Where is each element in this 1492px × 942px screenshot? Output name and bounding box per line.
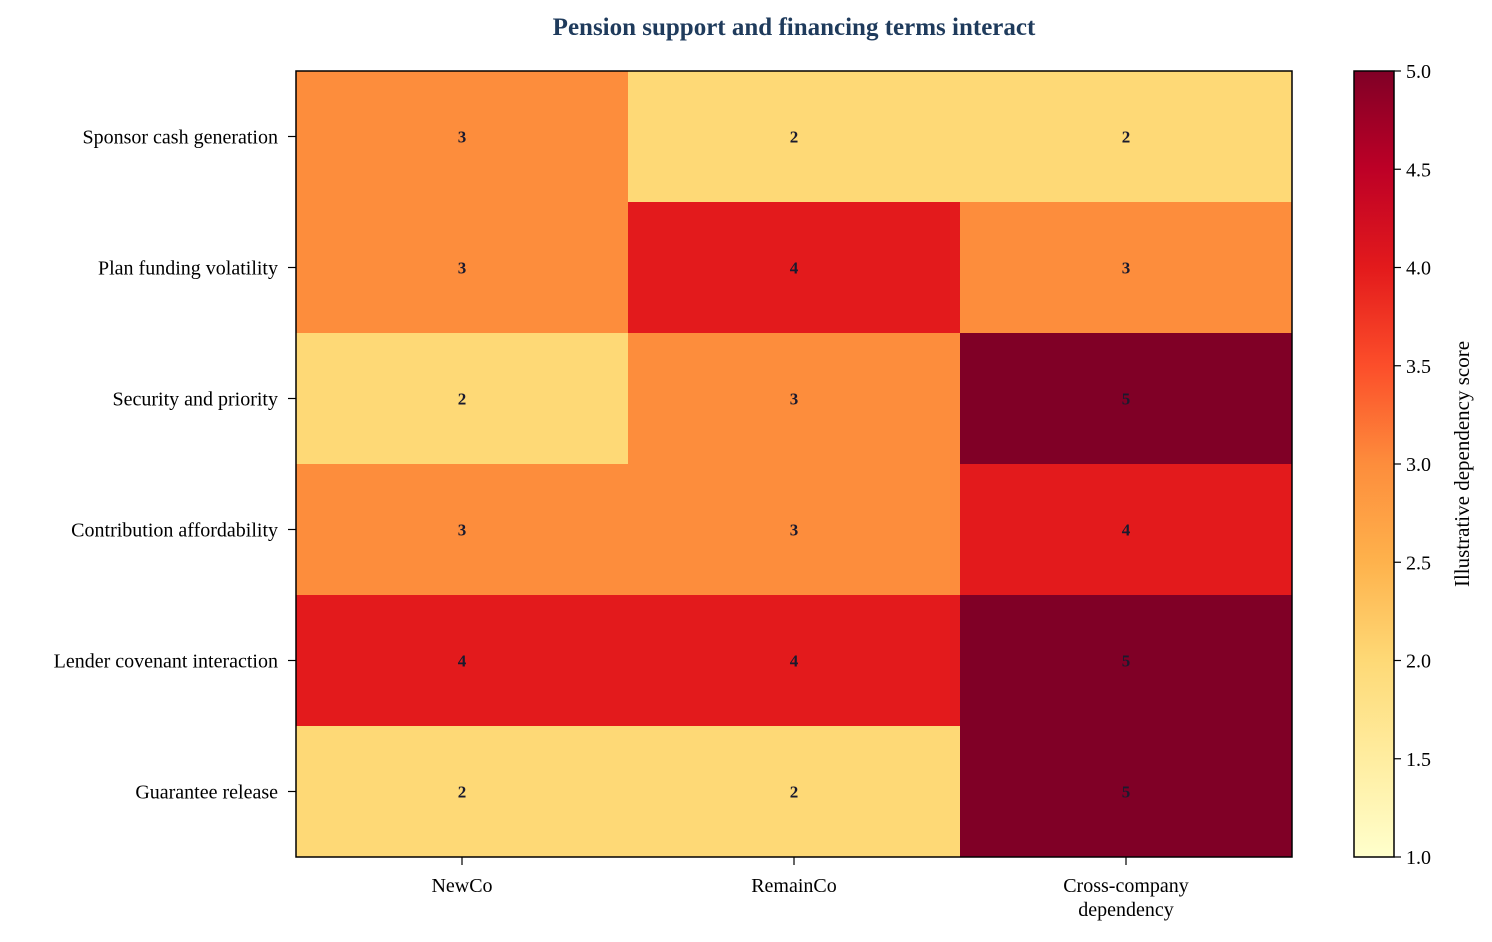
y-tick-label: Plan funding volatility <box>98 258 278 280</box>
colorbar-tick-label: 3.0 <box>1406 454 1431 476</box>
heatmap-cell <box>296 333 629 465</box>
heatmap-cell <box>296 71 629 203</box>
heatmap-cell <box>296 202 629 334</box>
heatmap-cell <box>960 464 1293 596</box>
heatmap-cell <box>628 333 961 465</box>
cell-value-label: 4 <box>790 259 799 278</box>
colorbar <box>1353 70 1395 858</box>
cell-value-label: 3 <box>458 521 467 540</box>
y-tick-label: Sponsor cash generation <box>82 127 278 149</box>
heatmap-cell <box>628 595 961 727</box>
cell-value-label: 2 <box>458 390 467 409</box>
colorbar-tick-label: 3.5 <box>1406 356 1431 378</box>
y-tick-label: Contribution affordability <box>71 520 278 542</box>
x-tick-label: RemainCo <box>751 875 837 897</box>
chart-title: Pension support and financing terms inte… <box>553 14 1036 41</box>
heatmap-cell <box>628 726 961 858</box>
cell-value-label: 4 <box>790 652 799 671</box>
y-tick-label: Guarantee release <box>135 782 278 804</box>
cell-value-label: 5 <box>1122 652 1131 671</box>
cell-value-label: 2 <box>458 783 467 802</box>
colorbar-tick-label: 2.5 <box>1406 552 1431 574</box>
cell-value-label: 3 <box>790 521 799 540</box>
cell-value-label: 2 <box>790 128 799 147</box>
colorbar-tick-label: 2.0 <box>1406 651 1431 673</box>
x-tick-label: Cross-company dependency <box>1063 875 1189 921</box>
heatmap-cell <box>960 333 1293 465</box>
colorbar-tick-label: 4.0 <box>1406 258 1431 280</box>
cell-value-label: 2 <box>1122 128 1131 147</box>
cell-value-label: 3 <box>458 259 467 278</box>
heatmap-cell <box>628 464 961 596</box>
cell-value-label: 3 <box>790 390 799 409</box>
heatmap-cell <box>960 726 1293 858</box>
y-tick-label: Security and priority <box>112 389 278 411</box>
colorbar-tick-label: 4.5 <box>1406 159 1431 181</box>
heatmap-cell <box>296 726 629 858</box>
heatmap-cell <box>296 464 629 596</box>
heatmap-cell <box>960 71 1293 203</box>
heatmap-cell <box>628 202 961 334</box>
cell-value-label: 3 <box>458 128 467 147</box>
colorbar-tick-label: 1.0 <box>1406 847 1431 869</box>
colorbar-tick-label: 1.5 <box>1406 749 1431 771</box>
cell-value-label: 4 <box>1122 521 1131 540</box>
y-tick-label: Lender covenant interaction <box>54 651 278 673</box>
heatmap-cell <box>628 71 961 203</box>
cell-value-label: 5 <box>1122 390 1131 409</box>
cell-value-label: 3 <box>1122 259 1131 278</box>
cell-value-label: 4 <box>458 652 467 671</box>
heatmap-cell <box>960 202 1293 334</box>
colorbar-tick-label: 5.0 <box>1406 61 1431 83</box>
x-tick-label: NewCo <box>431 875 492 897</box>
colorbar-label: Illustrative dependency score <box>1450 341 1474 587</box>
cell-value-label: 5 <box>1122 783 1131 802</box>
cell-value-label: 2 <box>790 783 799 802</box>
heatmap-cell <box>960 595 1293 727</box>
heatmap-cell <box>296 595 629 727</box>
